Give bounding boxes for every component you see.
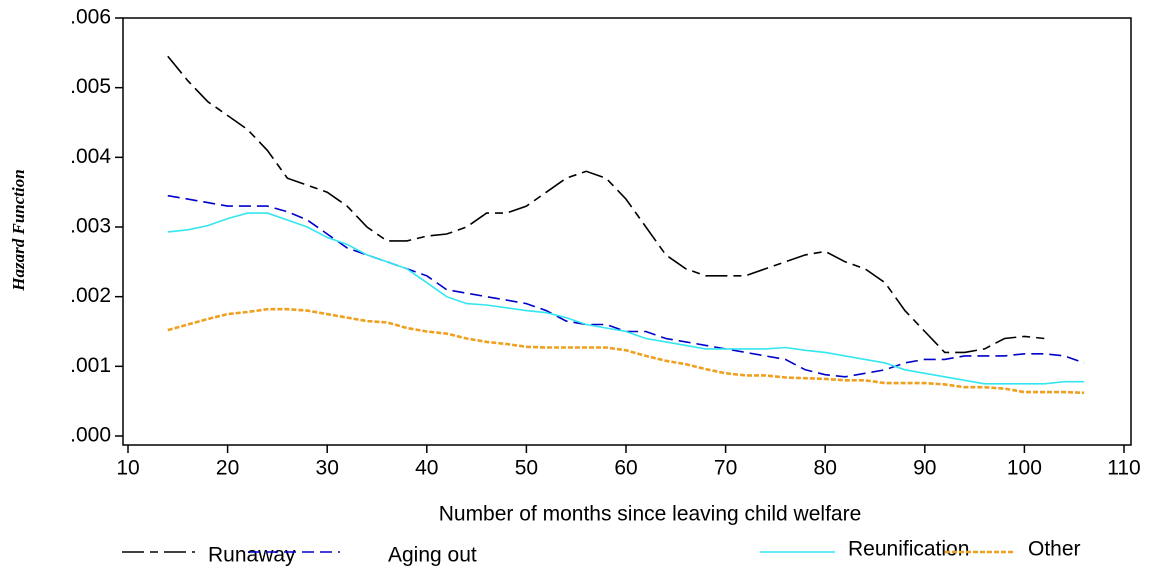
x-tick-label: 30 — [316, 457, 339, 480]
y-tick-label: .006 — [70, 6, 111, 29]
y-tick-label: .000 — [70, 424, 111, 447]
legend-label: Aging out — [388, 544, 477, 567]
y-tick-label: .004 — [70, 145, 111, 168]
legend-label: Reunification — [848, 538, 969, 561]
x-tick-label: 70 — [714, 457, 737, 480]
legend-label: Runaway — [208, 544, 296, 567]
x-tick-label: 110 — [1107, 457, 1140, 480]
y-tick-label: .002 — [70, 284, 111, 307]
x-tick-label: 60 — [614, 457, 637, 480]
series-line — [167, 212, 1085, 385]
x-tick-label: 10 — [116, 457, 139, 480]
y-tick-label: .005 — [70, 75, 111, 98]
y-tick-label: .003 — [70, 215, 111, 238]
x-tick-label: 40 — [415, 457, 438, 480]
x-tick-label: 80 — [814, 457, 837, 480]
series-line — [167, 55, 1045, 354]
x-tick-label: 100 — [1007, 457, 1042, 480]
x-tick-label: 20 — [216, 457, 239, 480]
y-tick-label: .001 — [70, 354, 111, 377]
legend-label: Other — [1028, 538, 1081, 561]
series-line — [167, 307, 1085, 395]
x-axis-label: Number of months since leaving child wel… — [439, 503, 862, 526]
y-axis-label: Hazard Function — [9, 169, 28, 291]
series-line — [167, 194, 1085, 378]
plot-frame — [122, 17, 1132, 446]
x-tick-label: 90 — [913, 457, 936, 480]
x-tick-label: 50 — [515, 457, 538, 480]
